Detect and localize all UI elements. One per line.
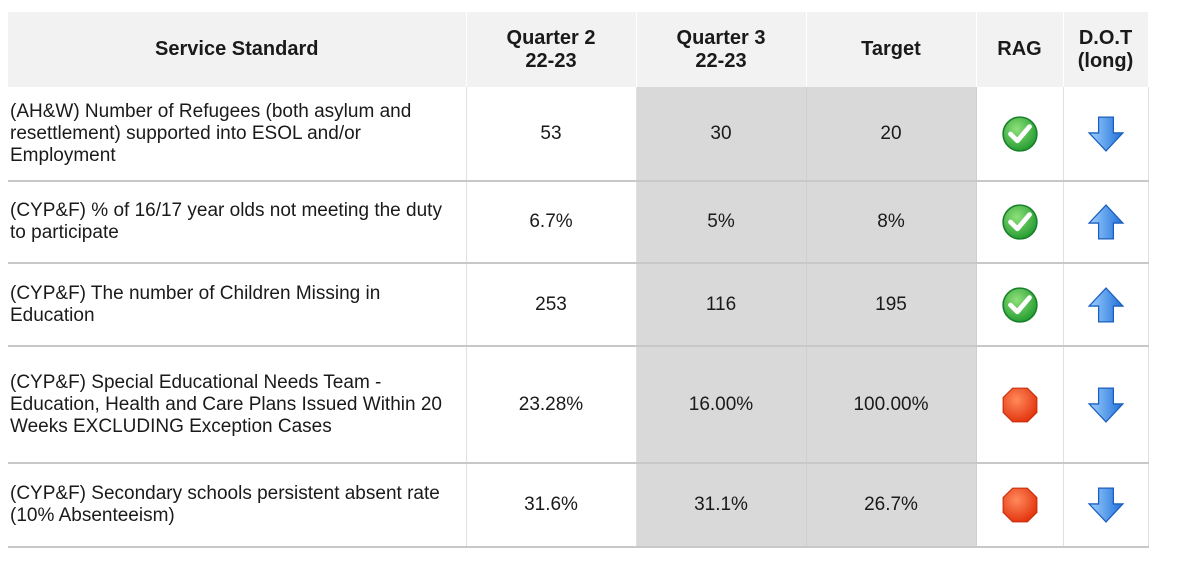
- service-standard: (CYP&F) The number of Children Missing i…: [8, 263, 467, 347]
- service-standard: (CYP&F) % of 16/17 year olds not meeting…: [8, 181, 467, 264]
- value-cell: 23.28%: [466, 346, 637, 464]
- value-cell: 100.00%: [806, 346, 977, 464]
- value-cell: 253: [466, 263, 637, 347]
- rag-icon: [1001, 386, 1039, 424]
- value-cell: 26.7%: [806, 463, 977, 548]
- kpi-table: Service Standard Quarter 2 22-23 Quarter…: [8, 12, 1149, 548]
- header-cell: Service Standard: [8, 12, 467, 87]
- header-cell: Target: [806, 12, 977, 87]
- table-row: (CYP&F) % of 16/17 year olds not meeting…: [8, 181, 1149, 264]
- service-standard: (CYP&F) Special Educational Needs Team -…: [8, 346, 467, 464]
- dot-cell: [1063, 87, 1149, 182]
- dot-cell: [1063, 463, 1149, 548]
- rag-cell: [976, 263, 1064, 347]
- value-cell: 16.00%: [636, 346, 807, 464]
- rag-icon: [1001, 486, 1039, 524]
- rag-icon: [1001, 115, 1039, 153]
- rag-icon: [1001, 286, 1039, 324]
- rag-cell: [976, 463, 1064, 548]
- value-cell: 31.1%: [636, 463, 807, 548]
- value-cell: 30: [636, 87, 807, 182]
- table-row: (CYP&F) Special Educational Needs Team -…: [8, 346, 1149, 464]
- rag-cell: [976, 181, 1064, 264]
- dot-cell: [1063, 181, 1149, 264]
- service-standard: (CYP&F) Secondary schools persistent abs…: [8, 463, 467, 548]
- value-cell: 53: [466, 87, 637, 182]
- direction-icon: [1087, 486, 1125, 524]
- header-row: Service Standard Quarter 2 22-23 Quarter…: [8, 12, 1149, 87]
- header-cell: RAG: [976, 12, 1064, 87]
- direction-icon: [1087, 115, 1125, 153]
- value-cell: 31.6%: [466, 463, 637, 548]
- service-standard: (AH&W) Number of Refugees (both asylum a…: [8, 87, 467, 182]
- value-cell: 6.7%: [466, 181, 637, 264]
- direction-icon: [1087, 203, 1125, 241]
- dot-cell: [1063, 346, 1149, 464]
- value-cell: 116: [636, 263, 807, 347]
- direction-icon: [1087, 286, 1125, 324]
- dot-cell: [1063, 263, 1149, 347]
- header-cell: D.O.T (long): [1063, 12, 1149, 87]
- table-row: (AH&W) Number of Refugees (both asylum a…: [8, 87, 1149, 182]
- header-cell: Quarter 3 22-23: [636, 12, 807, 87]
- direction-icon: [1087, 386, 1125, 424]
- value-cell: 5%: [636, 181, 807, 264]
- table-row: (CYP&F) The number of Children Missing i…: [8, 263, 1149, 347]
- rag-cell: [976, 346, 1064, 464]
- value-cell: 20: [806, 87, 977, 182]
- table-row: (CYP&F) Secondary schools persistent abs…: [8, 463, 1149, 548]
- rag-icon: [1001, 203, 1039, 241]
- value-cell: 195: [806, 263, 977, 347]
- value-cell: 8%: [806, 181, 977, 264]
- rag-cell: [976, 87, 1064, 182]
- header-cell: Quarter 2 22-23: [466, 12, 637, 87]
